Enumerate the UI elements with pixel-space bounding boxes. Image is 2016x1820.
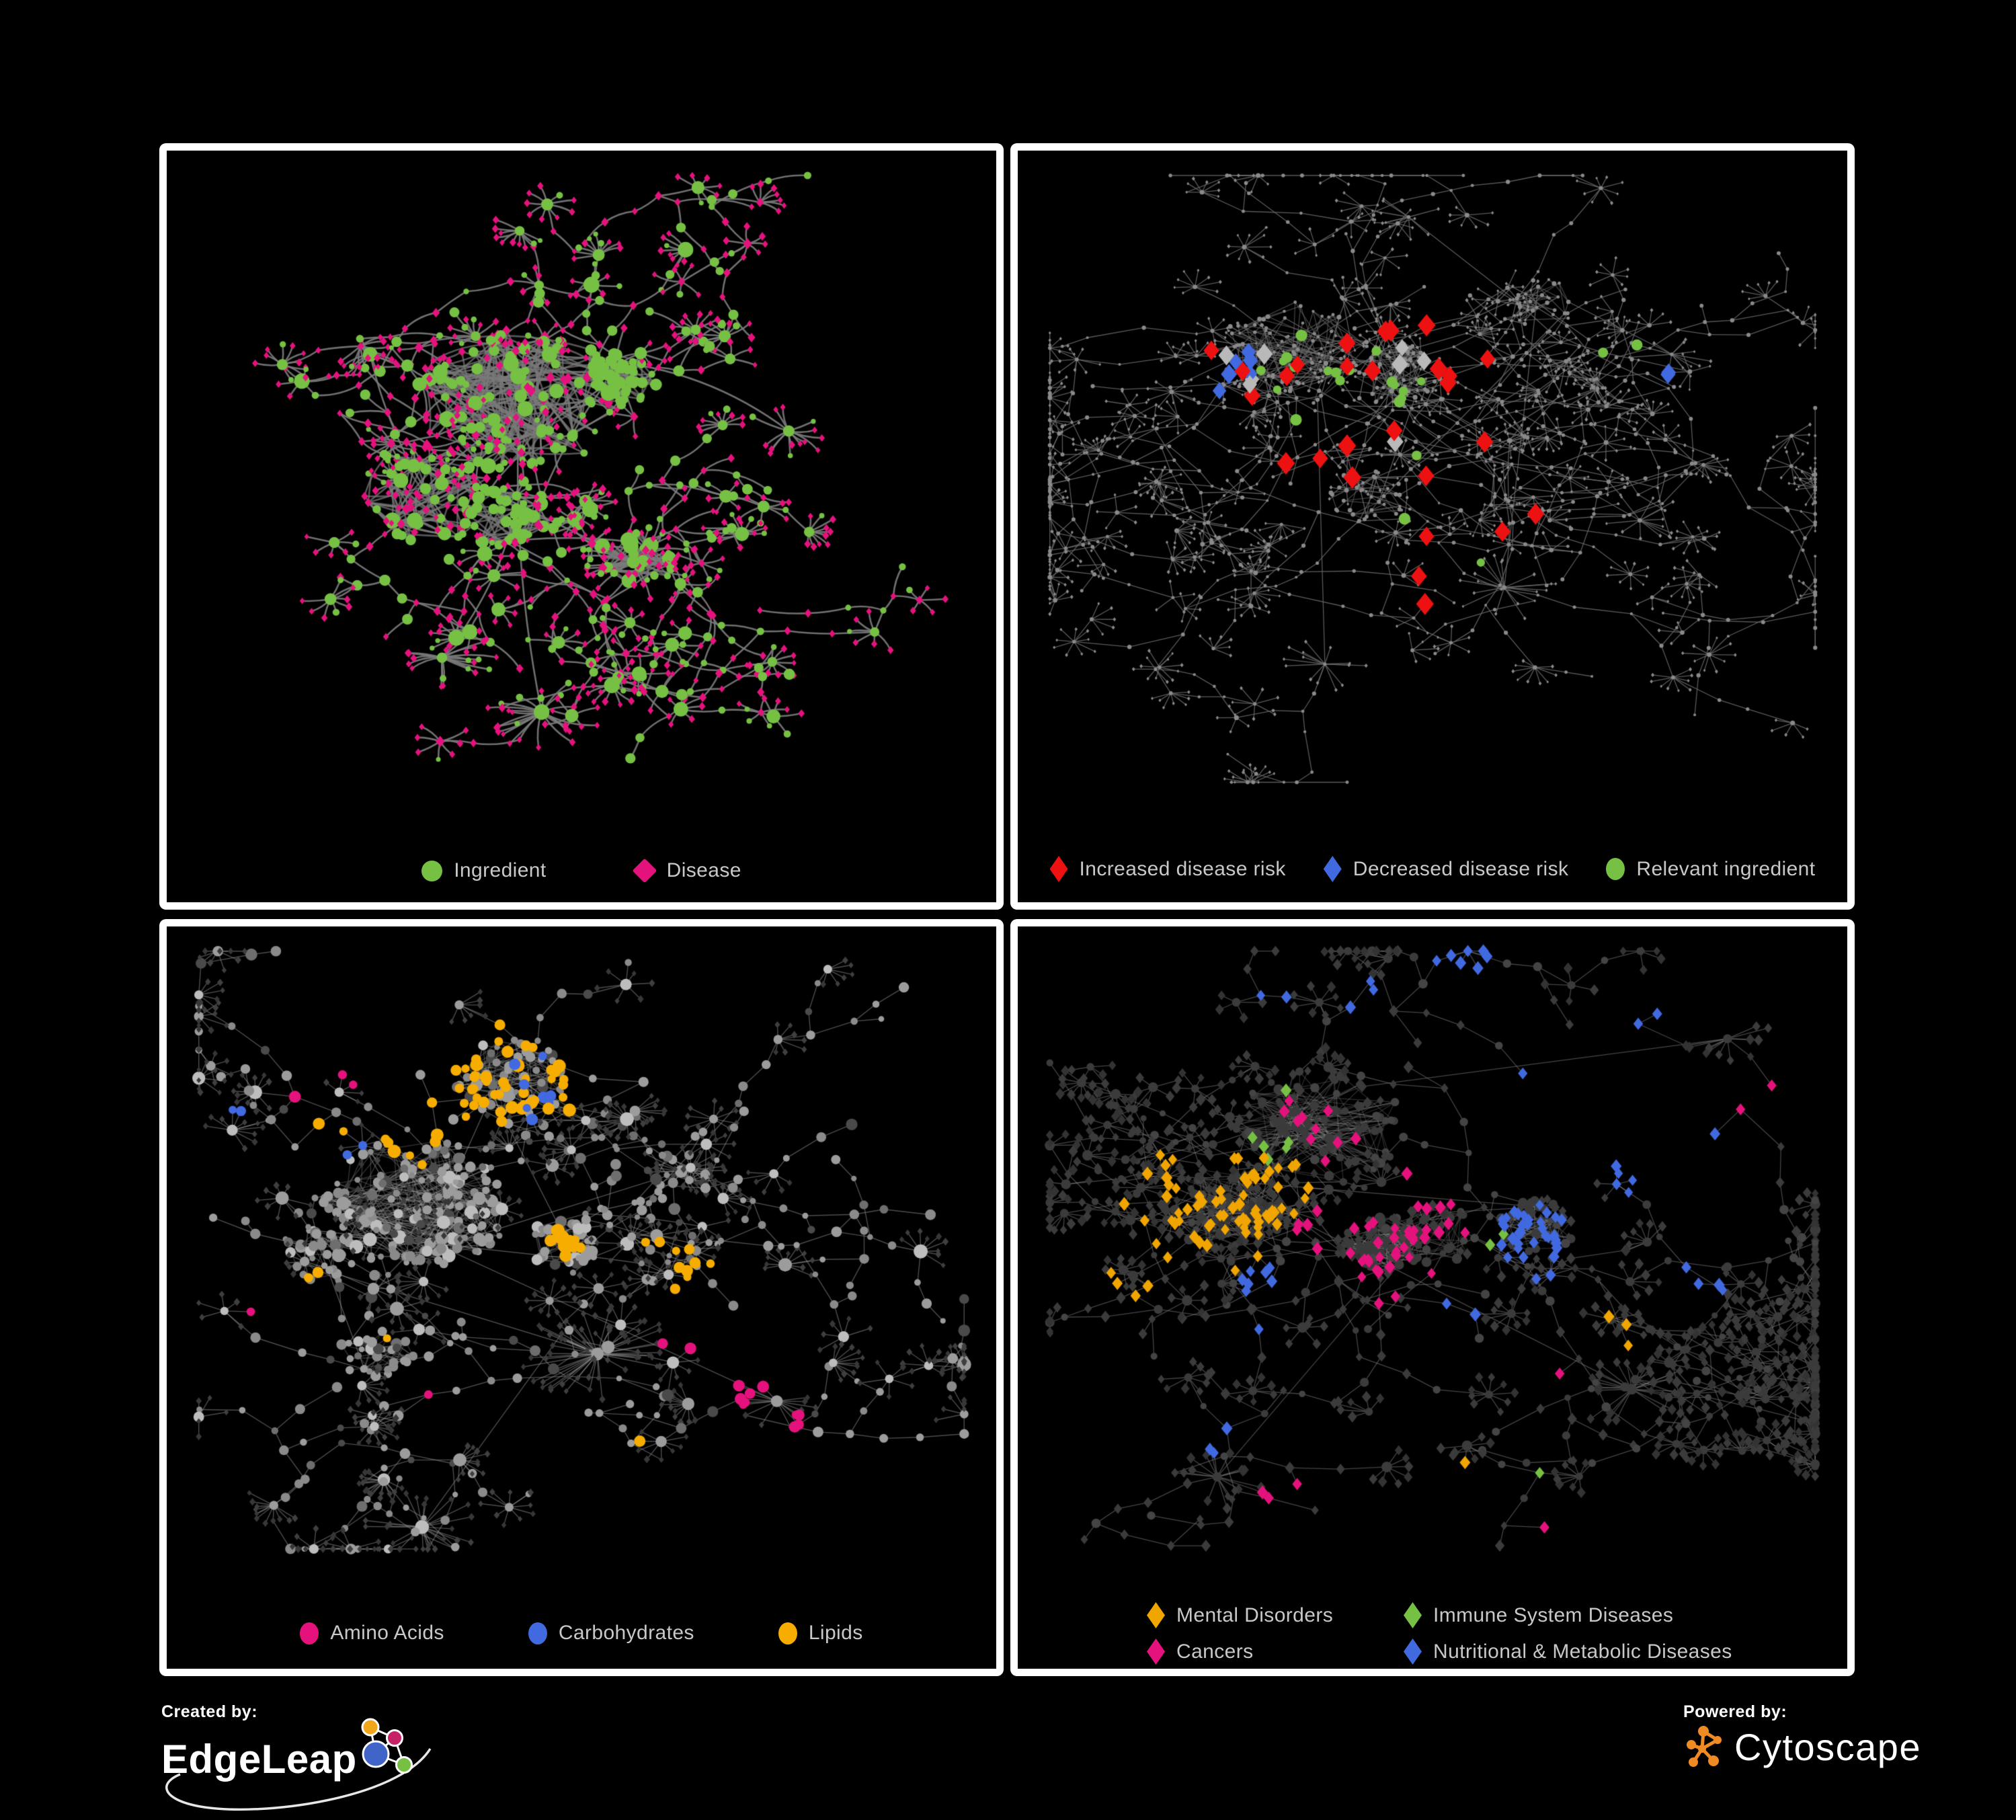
legend-label: Relevant ingredient (1636, 857, 1816, 880)
panel-disease-categories: Mental Disorders Immune System Diseases … (1010, 919, 1855, 1676)
cytoscape-logo-icon (1687, 1726, 1722, 1767)
legend-item-nutritional-metabolic-diseases: Nutritional & Metabolic Diseases (1404, 1638, 1732, 1665)
legend-item-lipids: Lipids (778, 1622, 863, 1645)
legend-ingredient-classes: Amino Acids Carbohydrates Lipids (167, 1622, 996, 1645)
increased-risk-diamond-icon (1049, 856, 1068, 882)
legend-item-disease: Disease (632, 858, 741, 883)
edgeleap-swoosh-icon (165, 1748, 432, 1811)
edgeleap-wordmark: EdgeLeap (161, 1737, 357, 1782)
legend-item-immune-system-diseases: Immune System Diseases (1404, 1602, 1732, 1628)
legend-label: Mental Disorders (1176, 1604, 1334, 1626)
legend-disease-risk: Increased disease risk Decreased disease… (1018, 856, 1847, 882)
network-canvas-ingredient-classes (167, 926, 996, 1669)
legend-label: Nutritional & Metabolic Diseases (1433, 1640, 1732, 1663)
legend-label: Increased disease risk (1079, 857, 1286, 880)
cytoscape-branding: Powered by: (1683, 1702, 1979, 1770)
legend-item-mental-disorders: Mental Disorders (1147, 1602, 1404, 1628)
legend-item-relevant-ingredient: Relevant ingredient (1606, 858, 1815, 881)
legend-item-decreased-risk: Decreased disease risk (1323, 856, 1569, 882)
edgeleap-logo-icon (361, 1718, 413, 1774)
legend-ingredient-disease: Ingredient Disease (167, 858, 996, 883)
panel-disease-risk: Increased disease risk Decreased disease… (1010, 143, 1855, 910)
decreased-risk-diamond-icon (1323, 856, 1342, 882)
legend-item-ingredient: Ingredient (421, 859, 546, 882)
panel-ingredient-classes: Amino Acids Carbohydrates Lipids (159, 919, 1004, 1676)
legend-item-cancers: Cancers (1147, 1638, 1404, 1665)
network-canvas-disease-categories (1018, 926, 1847, 1669)
edgeleap-branding: Created by: EdgeLeap (161, 1702, 471, 1811)
lipids-circle-icon (778, 1622, 797, 1645)
powered-by-caption: Powered by: (1683, 1702, 1787, 1721)
cytoscape-wordmark: Cytoscape (1734, 1726, 1922, 1768)
legend-label: Lipids (808, 1622, 863, 1644)
nutritional-metabolic-diamond-icon (1404, 1638, 1422, 1665)
legend-label: Decreased disease risk (1353, 857, 1569, 880)
legend-label: Ingredient (454, 859, 547, 881)
network-canvas-ingredient-disease (167, 151, 996, 902)
legend-label: Immune System Diseases (1433, 1604, 1674, 1626)
legend-disease-categories: Mental Disorders Immune System Diseases … (1147, 1602, 1732, 1665)
cancers-diamond-icon (1147, 1638, 1165, 1665)
network-canvas-disease-risk (1018, 151, 1847, 902)
panel-ingredient-disease: Ingredient Disease (159, 143, 1004, 910)
created-by-caption: Created by: (161, 1702, 258, 1721)
disease-diamond-icon (632, 858, 657, 883)
legend-item-carbohydrates: Carbohydrates (528, 1622, 694, 1645)
legend-item-increased-risk: Increased disease risk (1049, 856, 1286, 882)
legend-label: Carbohydrates (558, 1622, 694, 1644)
legend-item-amino-acids: Amino Acids (300, 1622, 444, 1645)
immune-diseases-diamond-icon (1404, 1602, 1422, 1628)
amino-acids-circle-icon (300, 1622, 319, 1645)
legend-label: Disease (666, 859, 741, 881)
carbohydrates-circle-icon (528, 1622, 547, 1645)
ingredient-circle-icon (421, 860, 443, 881)
mental-disorders-diamond-icon (1147, 1602, 1165, 1628)
relevant-ingredient-circle-icon (1606, 858, 1625, 880)
legend-label: Amino Acids (330, 1622, 444, 1644)
legend-label: Cancers (1176, 1640, 1254, 1663)
